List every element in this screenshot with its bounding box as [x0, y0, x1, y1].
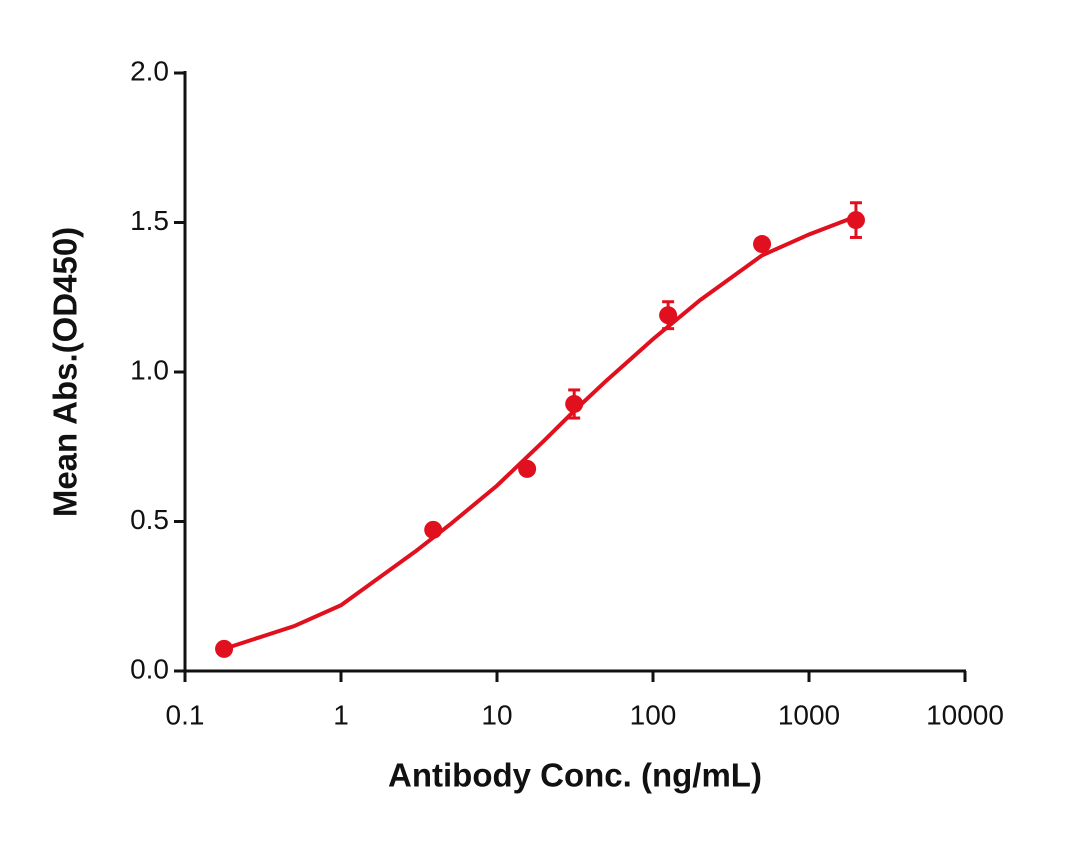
y-tick-label: 1.0: [130, 354, 169, 385]
data-point: [215, 639, 234, 658]
y-tick-label: 1.5: [130, 205, 169, 236]
y-tick-label: 2.0: [130, 55, 169, 86]
data-point: [846, 211, 865, 230]
y-tick-label: 0.5: [130, 504, 169, 535]
x-tick-label: 100: [630, 699, 677, 730]
data-point: [424, 520, 443, 539]
fit-curve: [223, 214, 857, 651]
x-tick-label: 0.1: [166, 699, 205, 730]
y-tick-label: 0.0: [130, 653, 169, 684]
x-tick-label: 10000: [926, 699, 1004, 730]
y-axis-title: Mean Abs.(OD450): [47, 227, 84, 517]
data-point: [565, 394, 584, 413]
data-point: [753, 235, 772, 254]
x-axis-title: Antibody Conc. (ng/mL): [388, 757, 762, 794]
x-tick-label: 1: [333, 699, 349, 730]
data-point: [659, 306, 678, 325]
x-tick-label: 10: [481, 699, 512, 730]
x-tick-label: 1000: [778, 699, 840, 730]
data-point: [518, 459, 537, 478]
